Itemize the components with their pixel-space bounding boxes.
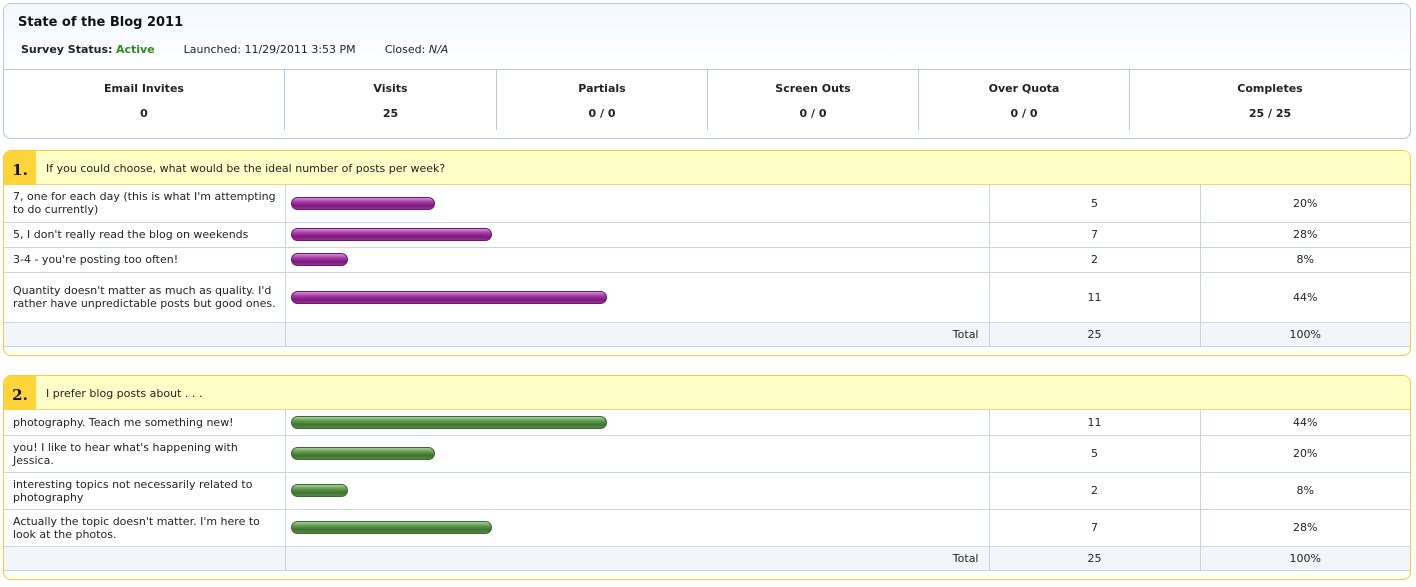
stat-over-quota: Over Quota 0 / 0 [919,70,1130,130]
survey-summary-panel: State of the Blog 2011 Survey Status: Ac… [3,3,1411,139]
status-value: Active [115,43,155,56]
results-table: photography. Teach me something new! 11 … [4,410,1410,571]
bar-cell [285,509,990,547]
table-row: 7, one for each day (this is what I'm at… [4,185,1410,223]
answer-bar [290,196,435,210]
bar-cell [285,222,990,248]
answer-percent: 20% [1200,185,1410,223]
question-number: 1. [4,151,36,185]
answer-bar [290,521,492,534]
closed-label: Closed: [384,43,426,56]
answer-bar [290,447,435,460]
answer-percent: 28% [1200,509,1410,547]
stat-value: 0 / 0 [588,107,616,120]
survey-stats-row: Email Invites 0 Visits 25 Partials 0 / 0… [4,70,1410,130]
answer-count: 11 [989,272,1201,323]
answer-percent: 8% [1200,472,1410,510]
answer-percent: 8% [1200,247,1410,273]
answer-label: Quantity doesn't matter as much as quali… [4,272,286,323]
question-panel-1: 1. If you could choose, what would be th… [3,150,1411,356]
stat-value: 25 / 25 [1248,107,1292,120]
answer-label: you! I like to hear what's happening wit… [4,435,286,473]
answer-label: 7, one for each day (this is what I'm at… [4,185,286,223]
total-count: 25 [989,322,1201,347]
question-header: 2. I prefer blog posts about . . . [4,376,1410,410]
table-row: interesting topics not necessarily relat… [4,472,1410,510]
stat-value: 0 / 0 [1010,107,1038,120]
total-label: Total [285,322,990,347]
total-row: Total 25 100% [4,546,1410,571]
question-panel-2: 2. I prefer blog posts about . . . photo… [3,375,1411,580]
answer-count: 2 [989,472,1201,510]
bar-cell [285,272,990,323]
answer-percent: 20% [1200,435,1410,473]
launched-value: 11/29/2011 3:53 PM [244,43,356,56]
bar-cell [285,472,990,510]
answer-count: 5 [989,185,1201,223]
question-text: If you could choose, what would be the i… [46,162,446,175]
answer-count: 7 [989,509,1201,547]
answer-bar [290,484,348,497]
table-row: 5, I don't really read the blog on weeke… [4,222,1410,248]
answer-bar [290,253,348,266]
table-row: photography. Teach me something new! 11 … [4,410,1410,436]
stat-value: 0 [140,107,148,120]
stat-value: 0 / 0 [799,107,827,120]
total-row: Total 25 100% [4,322,1410,347]
bar-cell [285,410,990,436]
answer-percent: 44% [1200,272,1410,323]
question-number: 2. [4,376,36,410]
stat-label: Screen Outs [775,82,851,95]
closed-value: N/A [428,43,449,56]
stat-label: Visits [373,82,408,95]
question-text: I prefer blog posts about . . . [46,387,203,400]
table-row: Quantity doesn't matter as much as quali… [4,272,1410,323]
total-label: Total [285,546,990,571]
stat-label: Partials [578,82,626,95]
total-percent: 100% [1200,322,1410,347]
answer-label: photography. Teach me something new! [4,410,286,436]
results-table: 7, one for each day (this is what I'm at… [4,185,1410,347]
total-count: 25 [989,546,1201,571]
stat-label: Over Quota [988,82,1060,95]
answer-percent: 28% [1200,222,1410,248]
answer-count: 2 [989,247,1201,273]
answer-label: 3-4 - you're posting too often! [4,247,286,273]
answer-label: Actually the topic doesn't matter. I'm h… [4,509,286,547]
bar-cell [285,185,990,223]
stat-visits: Visits 25 [285,70,497,130]
stat-email-invites: Email Invites 0 [4,70,285,130]
stat-screen-outs: Screen Outs 0 / 0 [708,70,919,130]
stat-completes: Completes 25 / 25 [1130,70,1410,130]
stat-partials: Partials 0 / 0 [497,70,708,130]
answer-count: 5 [989,435,1201,473]
launched-label: Launched: [183,43,241,56]
question-header: 1. If you could choose, what would be th… [4,151,1410,185]
table-row: you! I like to hear what's happening wit… [4,435,1410,473]
answer-bar [290,290,607,304]
survey-header: State of the Blog 2011 Survey Status: Ac… [4,4,1410,70]
table-row: 3-4 - you're posting too often! 2 8% [4,247,1410,273]
total-percent: 100% [1200,546,1410,571]
answer-count: 11 [989,410,1201,436]
survey-title: State of the Blog 2011 [18,15,184,30]
answer-label: interesting topics not necessarily relat… [4,472,286,510]
table-row: Actually the topic doesn't matter. I'm h… [4,509,1410,547]
bar-cell [285,247,990,273]
survey-status-line: Survey Status: Active Launched: 11/29/20… [21,43,448,56]
answer-label: 5, I don't really read the blog on weeke… [4,222,286,248]
answer-bar [290,415,607,429]
stat-label: Email Invites [104,82,184,95]
bar-cell [285,435,990,473]
answer-bar [290,228,492,241]
answer-count: 7 [989,222,1201,248]
status-label: Survey Status: [21,43,113,56]
stat-label: Completes [1237,82,1303,95]
answer-percent: 44% [1200,410,1410,436]
stat-value: 25 [382,107,399,120]
